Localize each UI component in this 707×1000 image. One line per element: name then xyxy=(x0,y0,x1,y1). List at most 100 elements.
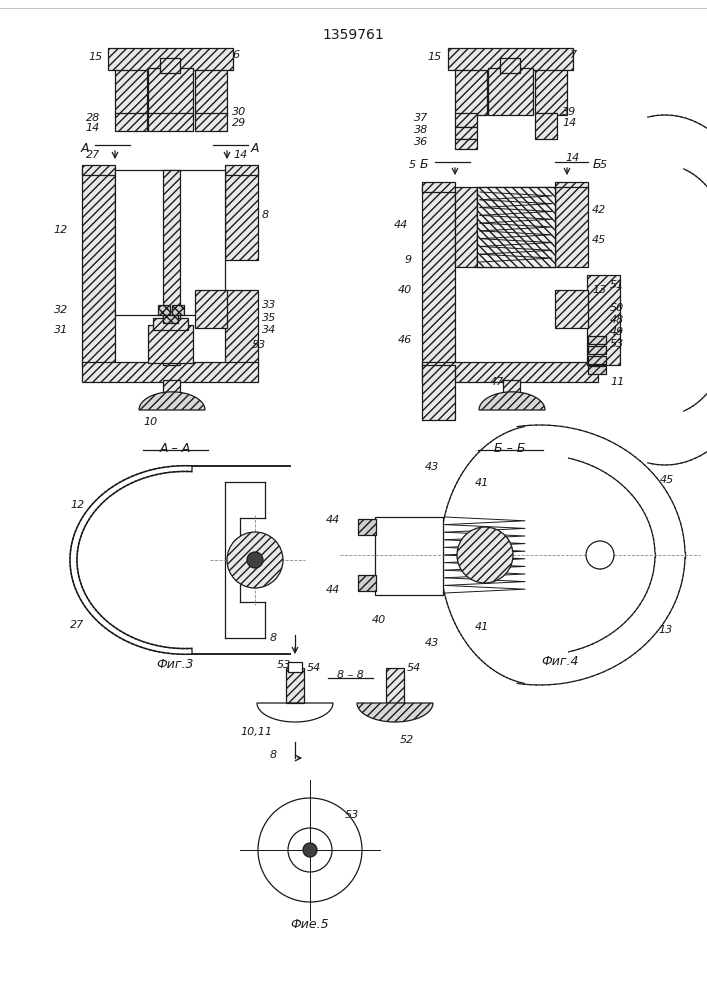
Bar xyxy=(286,668,304,703)
Polygon shape xyxy=(357,703,433,722)
Bar xyxy=(588,366,606,374)
Text: 11: 11 xyxy=(610,377,624,387)
Text: 8: 8 xyxy=(262,210,269,220)
Text: 53: 53 xyxy=(345,810,359,820)
Text: 54: 54 xyxy=(307,663,321,673)
Text: Фиг.4: Фиг.4 xyxy=(542,655,579,668)
Bar xyxy=(153,318,188,330)
Text: 10: 10 xyxy=(143,417,157,427)
Text: 53: 53 xyxy=(610,339,624,349)
Bar xyxy=(477,187,555,267)
Text: 49: 49 xyxy=(610,327,624,337)
Bar xyxy=(535,113,557,139)
Bar xyxy=(375,517,443,595)
Text: 31: 31 xyxy=(54,325,68,335)
Bar xyxy=(422,365,455,420)
Bar xyxy=(160,58,180,73)
Bar xyxy=(488,68,533,115)
Bar xyxy=(288,662,302,672)
Text: Фие.5: Фие.5 xyxy=(291,918,329,931)
Text: 1359761: 1359761 xyxy=(322,28,384,42)
Text: 47: 47 xyxy=(490,377,504,387)
Text: Б: Б xyxy=(593,158,602,172)
Text: A: A xyxy=(251,141,259,154)
Circle shape xyxy=(288,828,332,872)
Bar xyxy=(555,290,588,328)
Circle shape xyxy=(457,527,513,583)
Text: 51: 51 xyxy=(610,280,624,290)
Text: 7: 7 xyxy=(570,50,577,60)
Text: 8: 8 xyxy=(270,633,277,643)
Text: 36: 36 xyxy=(414,137,428,147)
Text: 43: 43 xyxy=(425,462,439,472)
Text: 45: 45 xyxy=(592,235,606,245)
Text: Б: Б xyxy=(419,158,428,172)
Text: 35: 35 xyxy=(262,313,276,323)
Text: 43: 43 xyxy=(425,638,439,648)
Text: 29: 29 xyxy=(232,118,246,128)
Bar xyxy=(588,356,606,364)
Circle shape xyxy=(303,843,317,857)
Text: 30: 30 xyxy=(232,107,246,117)
Text: 12: 12 xyxy=(54,225,68,235)
Circle shape xyxy=(258,798,362,902)
Bar xyxy=(386,668,404,703)
Bar xyxy=(108,48,233,70)
Text: 42: 42 xyxy=(592,205,606,215)
Polygon shape xyxy=(479,392,545,410)
Bar xyxy=(503,380,520,398)
Text: 5: 5 xyxy=(409,160,416,170)
Bar xyxy=(148,68,193,115)
Text: 15: 15 xyxy=(428,52,442,62)
Bar xyxy=(455,50,487,115)
Text: А – А: А – А xyxy=(159,442,191,455)
Text: 40: 40 xyxy=(398,285,412,295)
Circle shape xyxy=(227,532,283,588)
Bar xyxy=(587,275,620,365)
Text: 33: 33 xyxy=(262,300,276,310)
Text: Б – Б: Б – Б xyxy=(494,442,526,455)
Text: 10,11: 10,11 xyxy=(240,727,272,737)
Text: 44: 44 xyxy=(326,515,340,525)
Text: 34: 34 xyxy=(262,325,276,335)
Text: 48: 48 xyxy=(610,315,624,325)
Bar xyxy=(535,50,567,115)
Text: 8 – 8: 8 – 8 xyxy=(337,670,363,680)
Text: 27: 27 xyxy=(86,150,100,160)
Bar xyxy=(422,187,455,365)
Text: 8: 8 xyxy=(270,750,277,760)
Text: 14: 14 xyxy=(86,123,100,133)
Bar xyxy=(115,50,147,115)
Bar xyxy=(225,290,258,365)
Bar xyxy=(195,113,227,131)
Bar xyxy=(195,50,227,115)
Text: 32: 32 xyxy=(54,305,68,315)
Text: 54: 54 xyxy=(407,663,421,673)
Bar xyxy=(82,170,115,365)
Bar xyxy=(225,165,258,175)
Text: 44: 44 xyxy=(394,220,408,230)
Text: 46: 46 xyxy=(398,335,412,345)
Bar xyxy=(82,362,258,382)
Circle shape xyxy=(247,552,263,568)
Bar xyxy=(158,305,170,315)
Bar xyxy=(148,113,193,131)
Text: 9: 9 xyxy=(405,255,412,265)
Text: 41: 41 xyxy=(475,622,489,632)
Text: 41: 41 xyxy=(475,478,489,488)
Text: 6: 6 xyxy=(232,50,239,60)
Bar xyxy=(163,315,178,323)
Text: 14: 14 xyxy=(562,118,576,128)
Bar xyxy=(555,182,588,192)
Bar xyxy=(455,139,477,149)
Bar xyxy=(455,127,477,139)
Polygon shape xyxy=(139,392,205,410)
Text: 50: 50 xyxy=(610,303,624,313)
Bar xyxy=(455,187,477,267)
Text: A: A xyxy=(81,141,89,154)
Text: 5: 5 xyxy=(600,160,607,170)
Bar xyxy=(448,48,573,70)
Text: 27: 27 xyxy=(70,620,84,630)
Bar xyxy=(477,187,555,267)
Bar xyxy=(163,170,180,365)
